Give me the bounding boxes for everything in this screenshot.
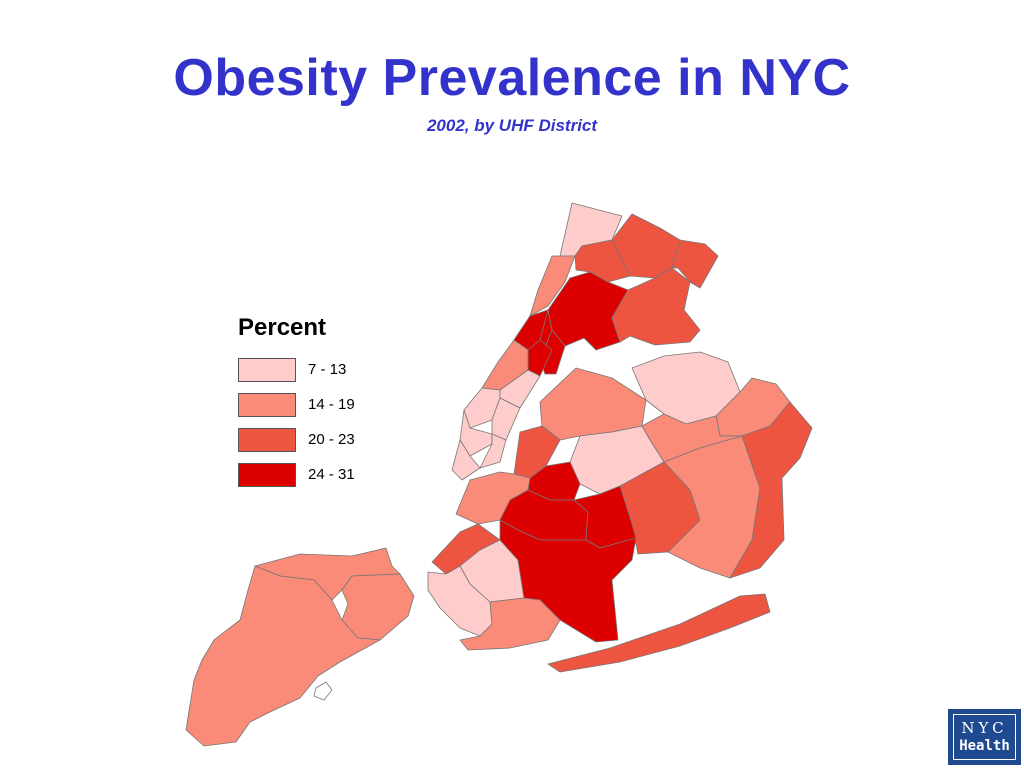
legend-swatch: [238, 393, 296, 417]
legend-item-3: 20 - 23: [238, 428, 438, 454]
district-bronx-southeast[interactable]: [611, 267, 701, 346]
legend-swatch: [238, 428, 296, 452]
district-staten-island-pond: [313, 681, 333, 701]
legend-label: 14 - 19: [308, 396, 355, 413]
logo-text-nyc: NYC: [961, 719, 1008, 737]
nyc-health-logo[interactable]: NYC Health: [948, 709, 1021, 765]
page-title: Obesity Prevalence in NYC: [173, 49, 851, 107]
legend-label: 7 - 13: [308, 361, 347, 378]
district-staten-island-south[interactable]: [185, 565, 381, 747]
district-manhattan-lower-manhattan[interactable]: [451, 439, 481, 481]
legend-item-2: 14 - 19: [238, 393, 438, 419]
district-manhattan-union-square[interactable]: [479, 433, 507, 469]
district-brooklyn-flatbush[interactable]: [499, 519, 637, 643]
legend-item-1: 7 - 13: [238, 358, 438, 384]
district-manhattan-washington-heights[interactable]: [529, 255, 576, 317]
legend-label: 20 - 23: [308, 431, 355, 448]
district-queens-rockaway[interactable]: [547, 593, 771, 673]
district-queens-southeast[interactable]: [729, 401, 813, 579]
district-staten-island-east[interactable]: [341, 573, 415, 641]
logo-frame: NYC Health: [953, 714, 1016, 760]
legend-swatch: [238, 463, 296, 487]
district-bronx-pelham[interactable]: [671, 239, 719, 289]
legend-item-4: 24 - 31: [238, 463, 438, 489]
district-brooklyn-coney-island[interactable]: [459, 597, 561, 651]
legend-swatch: [238, 358, 296, 382]
page-subtitle: 2002, by UHF District: [426, 116, 598, 135]
logo-text-health: Health: [959, 738, 1010, 754]
legend-label: 24 - 31: [308, 466, 355, 483]
legend-title: Percent: [238, 314, 327, 341]
